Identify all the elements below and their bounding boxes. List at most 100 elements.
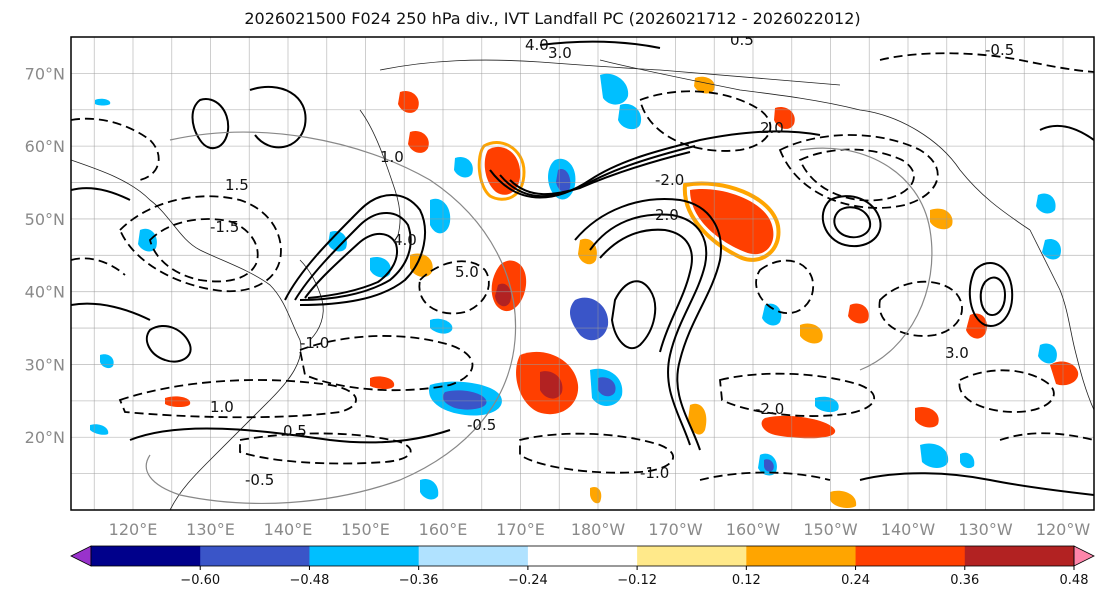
contour-negative (418, 260, 490, 315)
contour-labels: 4.0 3.0 0.5 -0.5 1.0 -1.0 2.0 -2.0 1.5 -… (210, 31, 1014, 489)
lon-tick-label: 140°E (264, 520, 313, 539)
lon-tick-label: 150°E (341, 520, 390, 539)
longitude-tick-labels: 120°E 130°E 140°E 150°E 160°E 170°E 180°W 170°W… (109, 520, 1091, 539)
shade-positive (915, 406, 939, 428)
contour-negative (519, 432, 674, 474)
lat-tick-label: 70°N (25, 64, 65, 83)
contour-positive (968, 261, 1014, 327)
contour-positive (979, 276, 1007, 316)
shade-positive (408, 130, 429, 153)
shade-positive (370, 376, 395, 389)
shade-positive (590, 486, 602, 504)
shade-negative (1042, 238, 1061, 260)
shade-negative (454, 156, 473, 178)
shade-positive (1050, 361, 1079, 386)
contour-positive (294, 212, 412, 301)
shade-negative (1036, 193, 1056, 214)
shade-positive (578, 238, 597, 265)
shade-positive (410, 253, 433, 277)
circle-outline (145, 131, 933, 505)
lon-tick-label: 120°E (109, 520, 158, 539)
contour-label: 5.0 (455, 263, 479, 281)
shade-positive (694, 76, 715, 94)
contour-positive (539, 40, 661, 49)
lon-tick-label: 150°W (803, 520, 858, 539)
shade-positive-ring (477, 140, 526, 201)
contour-positive (833, 206, 872, 239)
contour-positive (249, 85, 307, 149)
contour-positive (489, 130, 821, 199)
shade-negative (569, 297, 609, 341)
contour-label: 4.0 (393, 231, 417, 249)
contour-negative (999, 432, 1094, 441)
shade-negative (762, 303, 782, 326)
colorbar-extend-high (1073, 545, 1095, 567)
shade-negative (328, 230, 347, 252)
lat-tick-label: 30°N (25, 355, 65, 374)
contour-negative (778, 134, 939, 209)
coastline-kamchatka (359, 109, 401, 236)
shade-positive (761, 415, 836, 439)
contour-negative (298, 335, 474, 392)
contour-label: -2.0 (655, 171, 684, 189)
figure-title: 2026021500 F024 250 hPa div., IVT Landfa… (244, 9, 861, 28)
colorbar-tick-label: 0.36 (950, 573, 979, 588)
shade-positive (165, 396, 191, 407)
contour-positive (859, 472, 1094, 496)
shade-negative (430, 318, 453, 334)
shade-negative (600, 73, 629, 105)
contour-positive (1039, 124, 1094, 141)
colorbar-segment (200, 546, 310, 566)
shade-negative-strong (442, 390, 487, 410)
coastlines (71, 59, 1094, 510)
contour-label: 1.5 (225, 176, 249, 194)
contour-negative (958, 369, 1055, 413)
colorbar-tick-label: −0.12 (617, 573, 657, 588)
contour-label: 0.5 (283, 422, 307, 440)
colorbar-extend-low (70, 545, 92, 567)
contour-negative (719, 372, 875, 417)
contour-positive (71, 187, 131, 201)
shade-negative (960, 452, 975, 469)
lon-tick-label: 170°W (648, 520, 703, 539)
lat-tick-label: 50°N (25, 210, 65, 229)
great-circle (145, 131, 517, 505)
colorbar-segment (91, 546, 201, 566)
shade-positive (688, 403, 707, 435)
divergence-shading (90, 73, 1079, 508)
contour-negative (638, 90, 772, 152)
lon-tick-label: 130°W (958, 520, 1013, 539)
colorbar-segment (527, 546, 638, 566)
contour-label: 0.5 (730, 31, 754, 49)
colorbar-tick-labels: −0.60 −0.48 −0.36 −0.24 −0.12 0.12 0.24 0.36 0.4… (180, 566, 1088, 588)
colorbar-segment (855, 546, 966, 566)
lon-tick-label: 170°E (496, 520, 545, 539)
contour-label: 3.0 (945, 344, 969, 362)
colorbar-tick-label: −0.48 (290, 573, 330, 588)
shade-negative (420, 478, 439, 500)
colorbar-tick-label: −0.36 (399, 573, 439, 588)
contour-negative (71, 117, 160, 181)
shade-negative-strong (764, 459, 774, 472)
contour-negative (699, 471, 831, 481)
lat-tick-label: 20°N (25, 428, 65, 447)
coastline-alaska (599, 59, 1031, 231)
colorbar-tick-label: −0.60 (180, 573, 220, 588)
lon-tick-label: 160°E (419, 520, 468, 539)
contour-negative (118, 379, 357, 419)
shade-positive (690, 189, 774, 255)
contour-positive (821, 195, 882, 248)
contour-lines-positive (71, 40, 1094, 496)
contour-label: -0.5 (985, 41, 1014, 59)
lat-tick-label: 40°N (25, 283, 65, 302)
shade-positive (398, 90, 419, 113)
contour-negative (798, 148, 915, 202)
contour-lines-negative (71, 52, 1094, 481)
colorbar-segment (637, 546, 747, 566)
map-plot-area (71, 37, 1094, 510)
lon-tick-label: 160°W (726, 520, 781, 539)
shade-negative (370, 256, 391, 278)
contour-positive (129, 427, 451, 444)
contour-label: -0.5 (245, 471, 274, 489)
contour-positive (589, 213, 708, 446)
